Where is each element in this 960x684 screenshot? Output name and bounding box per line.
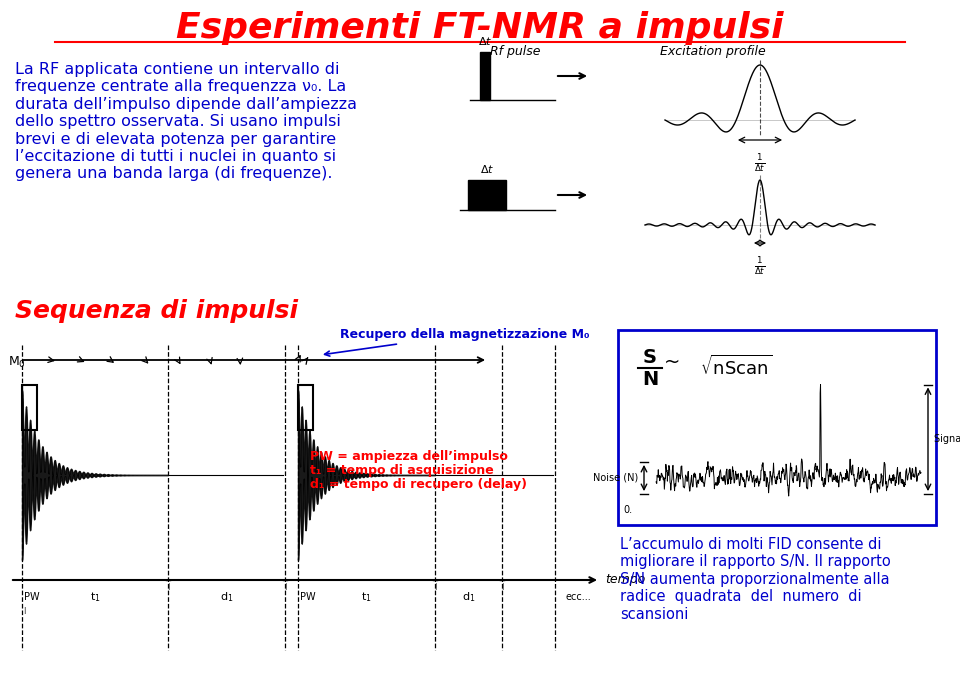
Text: t₁ = tempo di asquisizione: t₁ = tempo di asquisizione: [310, 464, 493, 477]
Text: t$_1$: t$_1$: [361, 590, 372, 604]
Text: L’accumulo di molti FID consente di
migliorare il rapporto S/N. Il rapporto
S/N : L’accumulo di molti FID consente di migl…: [620, 537, 891, 622]
Text: |: |: [167, 583, 169, 590]
Bar: [22, 385, 37, 430]
Text: $\Delta t$: $\Delta t$: [478, 35, 492, 47]
Text: Excitation profile: Excitation profile: [660, 45, 766, 58]
Text: Sequenza di impulsi: Sequenza di impulsi: [15, 299, 299, 323]
Text: S: S: [643, 348, 657, 367]
Text: N: N: [642, 370, 659, 389]
Text: La RF applicata contiene un intervallo di
frequenze centrate alla frequenzza ν₀.: La RF applicata contiene un intervallo d…: [15, 62, 357, 181]
Text: ecc...: ecc...: [565, 592, 590, 602]
Bar: [468, 180, 506, 210]
Text: Noise (N): Noise (N): [592, 473, 638, 483]
Text: $\frac{1}{\Delta t}$: $\frac{1}{\Delta t}$: [755, 255, 766, 277]
Bar: [618, 330, 936, 525]
Text: ~: ~: [663, 352, 681, 371]
Text: PW: PW: [300, 592, 316, 602]
Text: Recupero della magnetizzazione M₀: Recupero della magnetizzazione M₀: [324, 328, 589, 356]
Text: d$_1$: d$_1$: [462, 590, 475, 604]
Text: |: |: [23, 607, 25, 614]
Text: tempo: tempo: [605, 573, 645, 586]
Text: |: |: [434, 583, 436, 590]
Text: $\Delta t$: $\Delta t$: [480, 163, 494, 175]
Text: |: |: [284, 583, 286, 590]
Text: Rf pulse: Rf pulse: [490, 45, 540, 58]
Text: $\frac{1}{\Delta t}$: $\frac{1}{\Delta t}$: [755, 152, 766, 174]
Text: PW: PW: [24, 592, 39, 602]
Text: |: |: [501, 583, 503, 590]
Text: 0.: 0.: [623, 505, 632, 515]
Text: PW = ampiezza dell’impulso: PW = ampiezza dell’impulso: [310, 450, 508, 463]
Text: d$_1$: d$_1$: [220, 590, 233, 604]
Text: Esperimenti FT-NMR a impulsi: Esperimenti FT-NMR a impulsi: [177, 11, 783, 45]
Text: M$_0$: M$_0$: [8, 354, 26, 369]
Text: d₁ = tempo di recupero (delay): d₁ = tempo di recupero (delay): [310, 478, 527, 491]
Bar: [298, 385, 313, 430]
Text: Signal (S: Signal (S: [934, 434, 960, 444]
Text: t$_1$: t$_1$: [89, 590, 101, 604]
Text: $\sqrt{\mathregular{nScan}}$: $\sqrt{\mathregular{nScan}}$: [700, 355, 772, 379]
Bar: [480, 52, 490, 100]
